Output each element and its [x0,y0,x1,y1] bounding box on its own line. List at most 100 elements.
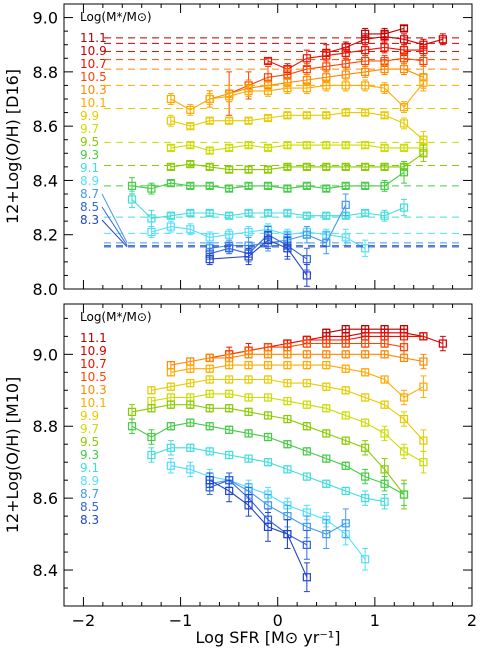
data-point [399,343,409,352]
data-point [419,458,428,467]
plot-frame-m10 [63,303,473,607]
leader-line [101,206,128,246]
data-point [361,350,370,359]
data-point [263,113,273,123]
legend-label: 8.3 [80,513,99,527]
data-point [380,84,389,93]
data-point [380,143,389,152]
data-point [341,339,350,348]
data-point [205,447,214,456]
data-point [302,361,311,370]
data-point [302,271,311,280]
data-point [283,244,292,253]
leader-line [101,193,128,244]
data-point [166,368,175,377]
data-point [302,230,311,239]
data-point [147,404,156,413]
data-point [263,458,273,467]
data-point [361,181,370,190]
y-tick-label-d16: 9.0 [33,9,58,28]
data-point [166,422,175,431]
data-point [322,350,331,359]
data-point [322,184,331,193]
data-point [205,233,214,242]
data-point [380,181,389,190]
data-point [361,443,370,452]
series-m10-10-1: 10.1 [80,361,428,410]
legend-label: 10.1 [80,396,107,410]
data-point [361,339,370,348]
data-point [419,382,428,391]
data-point [399,353,409,363]
data-point [302,54,311,63]
legend-label: 9.1 [80,161,99,175]
data-point [263,181,273,190]
data-point [225,230,234,239]
legend-label: 10.9 [80,44,107,58]
series-line [209,479,308,546]
data-point [166,400,175,409]
data-point [166,211,175,220]
data-point [166,443,175,452]
series-d16-8-3: 8.3 [80,213,464,287]
data-point [361,35,370,44]
data-point [419,332,428,341]
data-point [361,108,370,117]
data-point [341,162,350,171]
data-point [341,70,350,79]
data-point [205,181,214,190]
data-point [147,227,156,237]
data-point [361,208,370,218]
series-line [151,378,424,441]
data-point [399,490,409,499]
legend-label: 10.3 [80,383,107,397]
y-tick-label-m10: 8.8 [33,417,58,436]
series-line [209,479,346,535]
y-tick-label-m10: 8.6 [33,489,58,508]
x-tick-label-m10: 0 [273,611,283,630]
data-point [225,425,234,434]
legend-label: 10.3 [80,83,107,97]
y-tick-label-d16: 8.0 [33,280,58,299]
legend-label: 8.9 [80,474,99,488]
data-point [225,361,234,370]
data-point [302,84,311,93]
data-point [302,378,311,388]
data-point [205,116,214,125]
data-point [322,111,331,120]
data-point [186,378,195,388]
data-point [341,200,350,209]
data-point [244,393,253,402]
data-point [438,339,447,348]
series-line [170,364,424,399]
series-m10-8-9: 8.9 [80,458,370,571]
data-point [341,364,350,373]
data-point [186,122,195,131]
data-point [399,168,409,177]
data-point [380,211,389,220]
data-point [244,454,253,463]
data-point [263,432,273,442]
data-point [166,179,175,188]
y-tick-label-m10: 9.0 [33,345,58,364]
data-point [244,252,253,261]
series-d16-10-1: 10.1 [80,74,464,116]
y-tick-label-d16: 8.2 [33,226,58,245]
data-point [322,382,331,391]
data-point [263,522,273,532]
data-point [361,494,370,503]
data-point [322,81,331,90]
data-point [361,472,370,481]
y-tick-label-m10: 8.4 [33,561,58,580]
data-point [166,116,175,125]
legend-label: 9.3 [80,148,99,162]
legend-label: 9.3 [80,448,99,462]
data-point [341,181,350,190]
data-point [341,350,350,359]
data-point [186,364,195,373]
series-m10-9-9: 9.9 [80,375,428,452]
data-point [361,244,370,253]
legend-label: 9.9 [80,409,99,423]
data-point [147,450,156,460]
data-point [205,208,214,218]
